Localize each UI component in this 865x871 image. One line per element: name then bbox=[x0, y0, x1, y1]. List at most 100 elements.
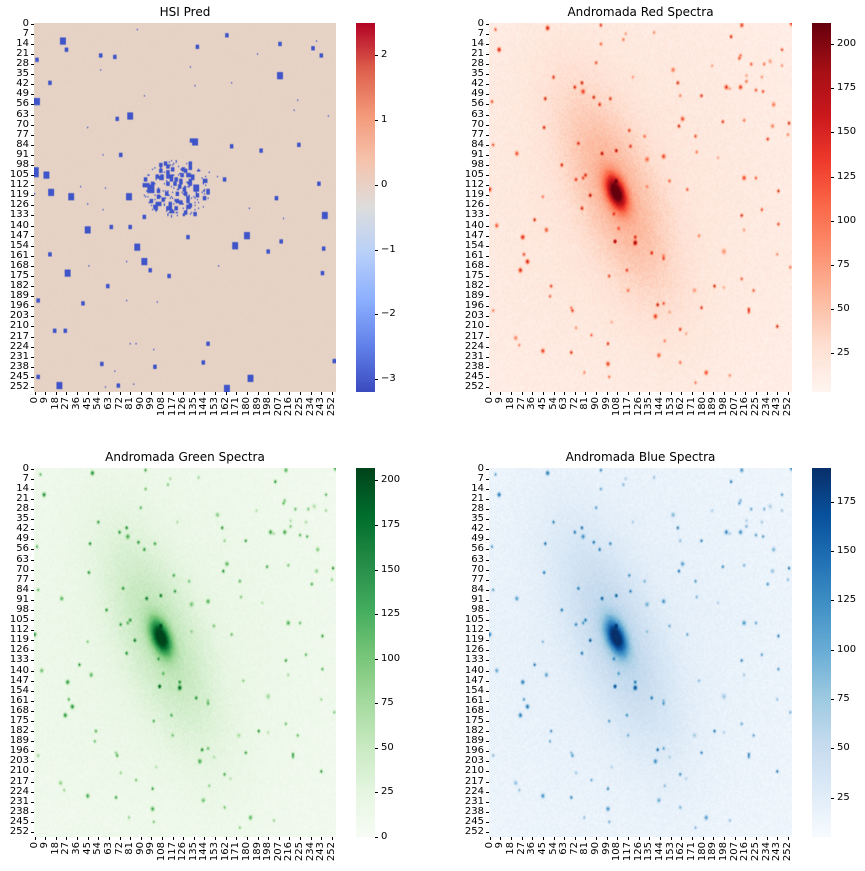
x-tick-label: 99 bbox=[145, 842, 156, 855]
y-tick-label: 154 bbox=[9, 240, 29, 251]
y-tick-mark bbox=[486, 509, 489, 510]
x-tick-mark bbox=[554, 392, 555, 395]
y-tick-label: 35 bbox=[16, 513, 29, 524]
x-tick-mark bbox=[35, 392, 36, 395]
y-tick-mark bbox=[486, 660, 489, 661]
y-tick-label: 77 bbox=[471, 129, 484, 140]
y-tick-label: 203 bbox=[464, 310, 484, 321]
x-tick-mark bbox=[226, 837, 227, 840]
x-tick-mark bbox=[88, 392, 89, 395]
y-tick-mark bbox=[486, 276, 489, 277]
x-tick-label: 27 bbox=[60, 397, 71, 410]
colorbar-tick-label: 150 bbox=[837, 126, 857, 137]
x-tick-mark bbox=[713, 392, 714, 395]
colorbar-tick-label: 25 bbox=[837, 792, 850, 803]
y-tick-mark bbox=[486, 266, 489, 267]
y-tick-label: 70 bbox=[471, 119, 484, 130]
x-tick-mark bbox=[141, 392, 142, 395]
y-tick-label: 238 bbox=[9, 361, 29, 372]
x-tick-mark bbox=[215, 837, 216, 840]
y-tick-mark bbox=[486, 326, 489, 327]
y-tick-mark bbox=[486, 832, 489, 833]
x-tick-mark bbox=[98, 392, 99, 395]
y-tick-mark bbox=[486, 479, 489, 480]
y-tick-mark bbox=[31, 155, 34, 156]
y-tick-mark bbox=[31, 479, 34, 480]
x-tick-label: 171 bbox=[686, 842, 697, 862]
y-tick-label: 56 bbox=[471, 543, 484, 554]
x-tick-label: 63 bbox=[558, 842, 569, 855]
y-tick-label: 133 bbox=[464, 654, 484, 665]
x-tick-mark bbox=[183, 392, 184, 395]
y-tick-mark bbox=[31, 721, 34, 722]
x-tick-mark bbox=[745, 392, 746, 395]
y-tick-label: 105 bbox=[9, 614, 29, 625]
x-tick-mark bbox=[45, 392, 46, 395]
y-tick-label: 161 bbox=[9, 695, 29, 706]
x-tick-label: 81 bbox=[124, 397, 135, 410]
y-tick-label: 231 bbox=[9, 351, 29, 362]
y-tick-mark bbox=[486, 165, 489, 166]
y-tick-mark bbox=[31, 630, 34, 631]
y-tick-label: 21 bbox=[471, 48, 484, 59]
y-tick-label: 98 bbox=[471, 159, 484, 170]
y-tick-mark bbox=[31, 802, 34, 803]
y-tick-mark bbox=[486, 296, 489, 297]
y-tick-mark bbox=[486, 782, 489, 783]
x-tick-mark bbox=[109, 837, 110, 840]
y-tick-label: 175 bbox=[464, 270, 484, 281]
y-tick-mark bbox=[486, 74, 489, 75]
y-tick-mark bbox=[31, 94, 34, 95]
y-tick-label: 189 bbox=[464, 735, 484, 746]
x-tick-mark bbox=[767, 837, 768, 840]
y-tick-label: 84 bbox=[16, 139, 29, 150]
x-tick-label: 90 bbox=[590, 842, 601, 855]
colorbar-tick-mark bbox=[375, 120, 378, 121]
y-tick-mark bbox=[31, 316, 34, 317]
y-tick-label: 147 bbox=[464, 230, 484, 241]
y-tick-mark bbox=[486, 771, 489, 772]
colorbar-tick-label: 75 bbox=[837, 693, 850, 704]
colorbar-tick-label: 175 bbox=[837, 496, 857, 507]
x-tick-mark bbox=[215, 392, 216, 395]
y-tick-mark bbox=[31, 671, 34, 672]
x-tick-mark bbox=[279, 837, 280, 840]
x-tick-mark bbox=[596, 392, 597, 395]
heatmap-plot-area bbox=[34, 23, 336, 392]
x-tick-label: 216 bbox=[283, 397, 294, 417]
colorbar-tick-mark bbox=[831, 132, 834, 133]
y-tick-mark bbox=[31, 782, 34, 783]
y-tick-label: 161 bbox=[464, 250, 484, 261]
y-tick-mark bbox=[486, 64, 489, 65]
y-tick-mark bbox=[31, 266, 34, 267]
x-tick-label: 198 bbox=[262, 842, 273, 862]
y-tick-label: 210 bbox=[9, 320, 29, 331]
x-tick-label: 243 bbox=[771, 842, 782, 862]
y-tick-label: 49 bbox=[471, 533, 484, 544]
x-tick-mark bbox=[332, 392, 333, 395]
x-tick-mark bbox=[204, 392, 205, 395]
x-tick-mark bbox=[660, 392, 661, 395]
y-tick-label: 189 bbox=[464, 290, 484, 301]
y-tick-mark bbox=[486, 246, 489, 247]
y-tick-label: 147 bbox=[9, 675, 29, 686]
y-tick-mark bbox=[31, 600, 34, 601]
y-tick-label: 105 bbox=[464, 169, 484, 180]
y-tick-label: 105 bbox=[9, 169, 29, 180]
x-tick-label: 9 bbox=[494, 842, 505, 849]
x-tick-mark bbox=[258, 837, 259, 840]
y-tick-label: 35 bbox=[471, 68, 484, 79]
y-tick-mark bbox=[486, 570, 489, 571]
x-tick-label: 36 bbox=[526, 397, 537, 410]
y-tick-label: 0 bbox=[22, 463, 29, 474]
y-tick-label: 245 bbox=[9, 816, 29, 827]
x-tick-mark bbox=[511, 837, 512, 840]
x-tick-mark bbox=[628, 392, 629, 395]
y-tick-mark bbox=[486, 469, 489, 470]
y-tick-mark bbox=[486, 377, 489, 378]
x-tick-label: 99 bbox=[145, 397, 156, 410]
colorbar-tick-label: −2 bbox=[381, 308, 396, 319]
colorbar-tick-mark bbox=[831, 221, 834, 222]
y-tick-mark bbox=[31, 560, 34, 561]
x-tick-mark bbox=[649, 837, 650, 840]
